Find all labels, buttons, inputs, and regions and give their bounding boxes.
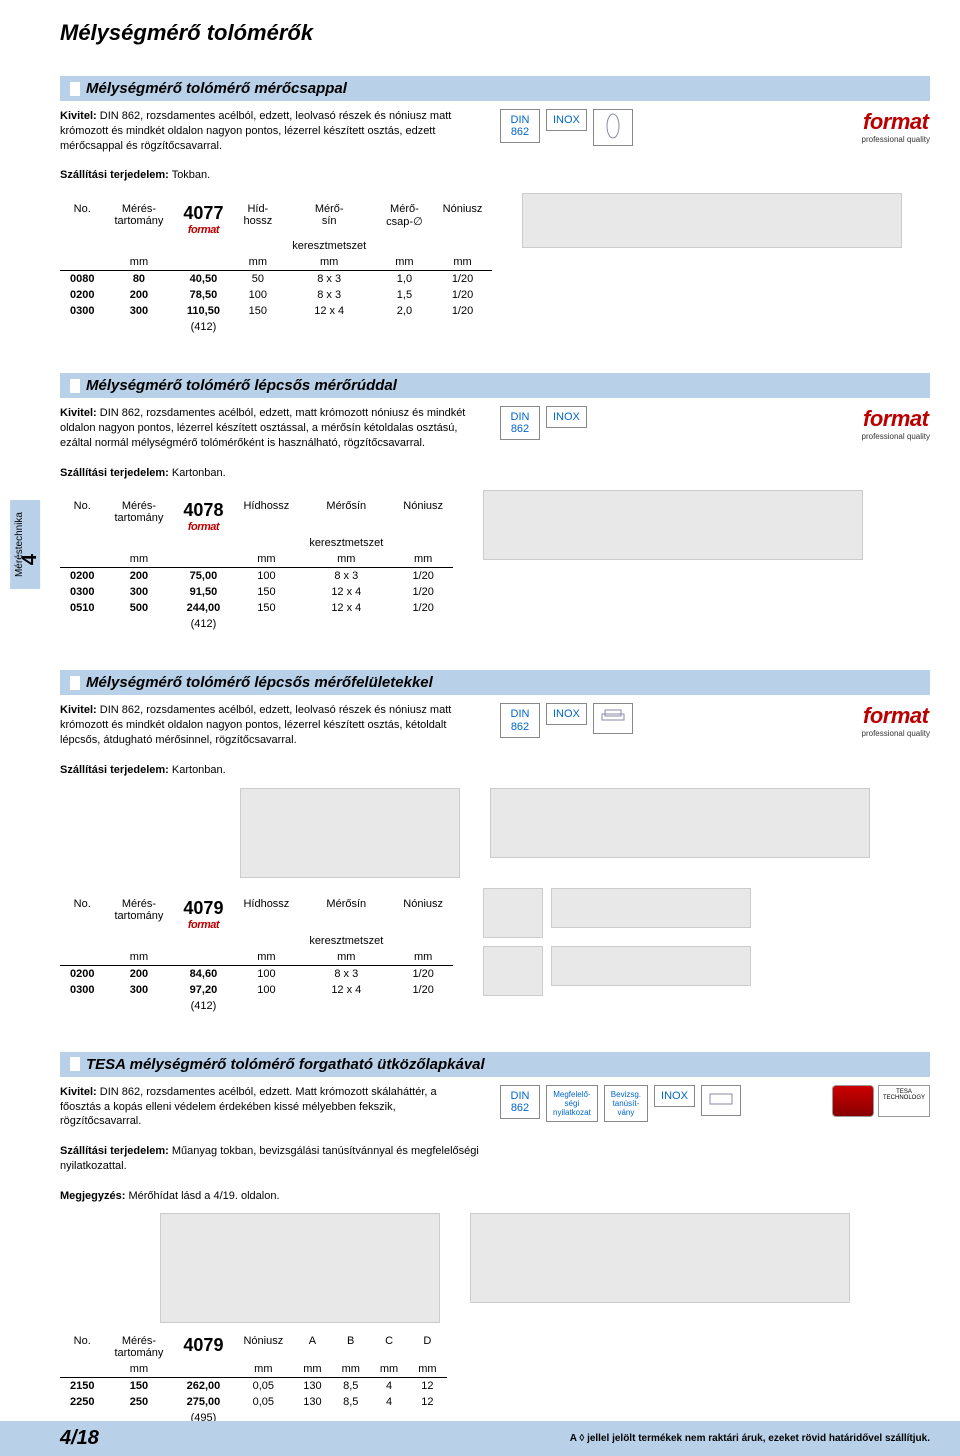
table-row: 0200 200 84,60 100 8 x 3 1/20: [60, 965, 453, 982]
technical-drawing-3: [240, 788, 460, 878]
cert-badge: Bevizsg. tanúsít- vány: [604, 1085, 648, 1122]
din-badge: DIN 862: [500, 703, 540, 737]
inox-badge: INOX: [546, 703, 587, 725]
section-4-body: Kivitel: DIN 862, rozsdamentes acélból, …: [60, 1085, 930, 1204]
product-image-4: [470, 1213, 850, 1303]
din-badge: DIN 862: [500, 109, 540, 143]
product-code: 4079: [183, 1335, 223, 1355]
section-heading-3: Mélységmérő tolómérő lépcsős mérőfelület…: [60, 670, 930, 695]
chapter-tab: Méréstechnika 4: [10, 500, 40, 589]
section-3-description: Kivitel: DIN 862, rozsdamentes acélból, …: [60, 703, 480, 777]
chapter-number: 4: [19, 554, 42, 565]
product-code: 4077: [183, 203, 223, 223]
product-image-3b: [551, 888, 751, 928]
table-row: 0080 80 40,50 50 8 x 3 1,0 1/20: [60, 271, 492, 288]
tesa-logos: TESA TECHNOLOGY: [832, 1085, 930, 1117]
table-row: 0510 500 244,00 150 12 x 4 1/20: [60, 600, 453, 616]
inox-badge: INOX: [546, 109, 587, 131]
section-1-body: Kivitel: DIN 862, rozsdamentes acélból, …: [60, 109, 930, 183]
tool-icon: [593, 109, 633, 146]
product-image-2: [483, 490, 863, 560]
table-row: 2150 150 262,00 0,05 130 8,5 4 12: [60, 1378, 447, 1395]
badges-2: DIN 862 INOX: [500, 406, 587, 440]
table-4079a: No. Mérés- tartomány 4079format Hídhossz…: [60, 896, 453, 1014]
section-heading-4: TESA mélységmérő tolómérő forgatható ütk…: [60, 1052, 930, 1077]
chapter-label: Méréstechnika: [14, 512, 25, 577]
product-image-1: [522, 193, 902, 248]
technical-drawing-4: [160, 1213, 440, 1323]
section-3-body: Kivitel: DIN 862, rozsdamentes acélból, …: [60, 703, 930, 777]
section-2-description: Kivitel: DIN 862, rozsdamentes acélból, …: [60, 406, 480, 480]
product-image-3d: [551, 946, 751, 986]
footer-note: A ◊ jellel jelölt termékek nem raktári á…: [570, 1433, 930, 1444]
product-image-3c: [483, 946, 543, 996]
section-heading-1: Mélységmérő tolómérő mérőcsappal: [60, 76, 930, 101]
inox-badge: INOX: [546, 406, 587, 428]
section-heading-2: Mélységmérő tolómérő lépcsős mérőrúddal: [60, 373, 930, 398]
tesa-tech-icon: TESA TECHNOLOGY: [878, 1085, 930, 1117]
inox-badge: INOX: [654, 1085, 695, 1107]
tool-icon: [593, 703, 633, 734]
table-row: 0300 300 97,20 100 12 x 4 1/20: [60, 982, 453, 998]
din-badge: DIN 862: [500, 1085, 540, 1119]
tool-icon: [701, 1085, 741, 1116]
table-row: 0300 300 110,50 150 12 x 4 2,0 1/20: [60, 303, 492, 319]
table-row: 2250 250 275,00 0,05 130 8,5 4 12: [60, 1394, 447, 1410]
table-4077: No. Mérés- tartomány 4077format Híd- hos…: [60, 201, 492, 335]
product-code: 4078: [183, 500, 223, 520]
badges-4: DIN 862 Megfelelő- ségi nyilatkozat Bevi…: [500, 1085, 741, 1122]
badges-3: DIN 862 INOX: [500, 703, 633, 737]
page-number: 4/18: [60, 1427, 99, 1450]
section-4-description: Kivitel: DIN 862, rozsdamentes acélból, …: [60, 1085, 480, 1204]
brand-logo: format professional quality: [862, 703, 930, 738]
page-title: Mélységmérő tolómérők: [60, 20, 930, 46]
table-row: 0200 200 78,50 100 8 x 3 1,5 1/20: [60, 287, 492, 303]
section-1-description: Kivitel: DIN 862, rozsdamentes acélból, …: [60, 109, 480, 183]
section-2-body: Kivitel: DIN 862, rozsdamentes acélból, …: [60, 406, 930, 480]
table-4078: No. Mérés- tartomány 4078format Hídhossz…: [60, 498, 453, 632]
din-badge: DIN 862: [500, 406, 540, 440]
conformity-badge: Megfelelő- ségi nyilatkozat: [546, 1085, 598, 1122]
table-4079b: No. Mérés- tartomány 4079 Nóniusz A B C …: [60, 1333, 447, 1426]
product-image-3: [490, 788, 870, 858]
product-code: 4079: [183, 898, 223, 918]
product-image-3a: [483, 888, 543, 938]
table-row: 0300 300 91,50 150 12 x 4 1/20: [60, 584, 453, 600]
badges-1: DIN 862 INOX: [500, 109, 633, 146]
page-footer: 4/18 A ◊ jellel jelölt termékek nem rakt…: [0, 1421, 960, 1456]
brand-logo: format professional quality: [862, 109, 930, 144]
swiss-quality-icon: [832, 1085, 874, 1117]
brand-logo: format professional quality: [862, 406, 930, 441]
table-row: 0200 200 75,00 100 8 x 3 1/20: [60, 568, 453, 585]
